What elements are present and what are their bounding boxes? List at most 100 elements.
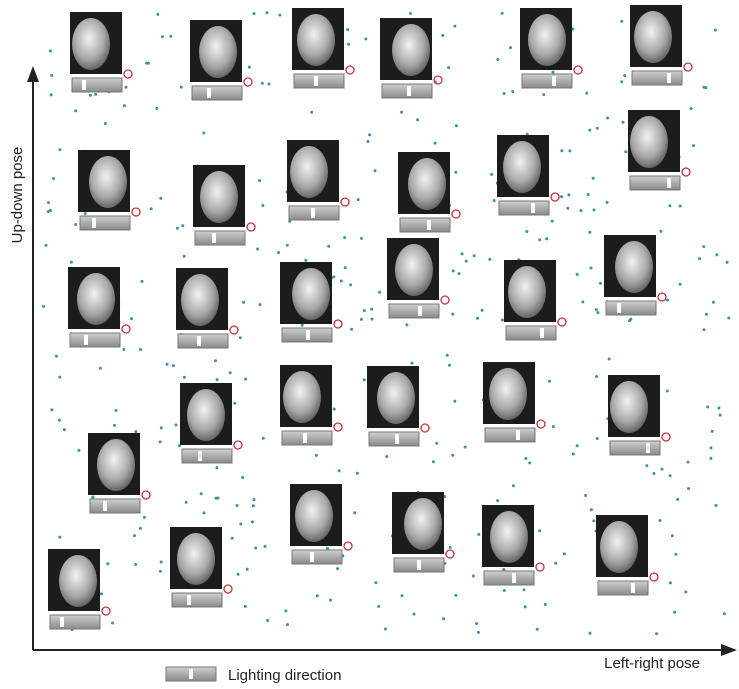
scatter-dot	[89, 94, 92, 97]
lighting-slider-knob	[417, 560, 421, 570]
scatter-dot	[368, 133, 371, 136]
scatter-dot	[432, 460, 435, 463]
scatter-dot	[336, 567, 339, 570]
face-thumbnail	[190, 20, 252, 100]
scatter-dot	[185, 501, 188, 504]
scatter-dot	[183, 376, 186, 379]
lighting-slider	[400, 218, 450, 232]
page: Up-down pose Left-right pose Lighting di…	[0, 0, 739, 689]
face-thumbnail	[483, 362, 545, 442]
scatter-dot	[159, 440, 162, 443]
scatter-dot	[585, 92, 588, 95]
scatter-dot	[49, 49, 52, 52]
scatter-dot	[714, 29, 717, 32]
face-images	[48, 5, 692, 629]
lighting-indicator	[132, 208, 140, 216]
lighting-slider-knob	[667, 73, 671, 83]
scatter-dot	[258, 179, 261, 182]
scatter-dot	[623, 74, 626, 77]
scatter-dot	[111, 622, 114, 625]
face	[77, 273, 115, 325]
scatter-dot	[552, 71, 555, 74]
scatter-dot	[473, 254, 476, 257]
scatter-dot	[593, 208, 596, 211]
lighting-slider-knob	[407, 86, 411, 96]
scatter-dot	[525, 230, 528, 233]
scatter-dot	[134, 430, 137, 433]
scatter-dot	[340, 280, 343, 283]
scatter-dot	[113, 424, 116, 427]
lighting-slider-knob	[187, 595, 191, 605]
lighting-slider	[630, 176, 680, 190]
scatter-dot	[511, 90, 514, 93]
face	[408, 158, 446, 210]
face	[59, 555, 97, 607]
scatter-dot	[512, 484, 515, 487]
scatter-dot	[284, 609, 287, 612]
scatter-dot	[252, 504, 255, 507]
lighting-slider-knob	[212, 233, 216, 243]
lighting-slider	[369, 432, 419, 446]
lighting-indicator	[682, 168, 690, 176]
face-thumbnail	[280, 365, 342, 445]
scatter-dot	[70, 261, 73, 264]
scatter-dot	[606, 117, 609, 120]
scatter-dot	[446, 354, 449, 357]
scatter-dot	[216, 497, 219, 500]
scatter-dot	[705, 313, 708, 316]
scatter-dot	[528, 462, 531, 465]
scatter-dot	[315, 454, 318, 457]
scatter-dot	[49, 209, 52, 212]
scatter-dot	[161, 35, 164, 38]
scatter-dot	[94, 93, 97, 96]
lighting-slider-knob	[103, 501, 107, 511]
face	[395, 244, 433, 296]
scatter-dot	[122, 348, 125, 351]
scatter-dot	[214, 359, 217, 362]
scatter-dot	[548, 380, 551, 383]
face	[72, 18, 110, 70]
scatter-dot	[568, 149, 571, 152]
scatter-dot	[166, 363, 169, 366]
scatter-dot	[661, 468, 664, 471]
scatter-dot	[703, 86, 706, 89]
face-thumbnail	[630, 5, 692, 85]
scatter-dot	[659, 519, 662, 522]
scatter-dot	[363, 378, 366, 381]
lighting-indicator	[334, 320, 342, 328]
face-thumbnail	[176, 268, 238, 348]
face	[181, 274, 219, 326]
lighting-slider-knob	[82, 80, 86, 90]
face-thumbnail	[387, 238, 449, 318]
lighting-slider	[50, 615, 100, 629]
scatter-dot	[523, 588, 526, 591]
scatter-dot	[99, 367, 102, 370]
scatter-dot	[560, 149, 563, 152]
scatter-dot	[233, 402, 236, 405]
lighting-slider	[522, 74, 572, 88]
scatter-dot	[115, 409, 118, 412]
face-thumbnail	[193, 165, 255, 245]
scatter-dot	[360, 237, 363, 240]
scatter-dot	[262, 437, 265, 440]
lighting-slider-knob	[418, 306, 422, 316]
scatter-dot	[524, 457, 527, 460]
scatter-dot	[350, 328, 353, 331]
scatter-dot	[668, 204, 671, 207]
scatter-dot	[490, 173, 493, 176]
scatter-dot	[357, 198, 360, 201]
lighting-indicator	[230, 326, 238, 334]
scatter-dot	[45, 244, 48, 247]
lighting-indicator	[452, 210, 460, 218]
face	[89, 156, 127, 208]
scatter-dot	[566, 207, 569, 210]
lighting-indicator	[551, 193, 559, 201]
face	[600, 521, 638, 573]
lighting-slider	[182, 449, 232, 463]
face-thumbnail	[280, 262, 342, 342]
lighting-indicator	[102, 607, 110, 615]
scatter-dot	[717, 407, 720, 410]
scatter-dot	[538, 238, 541, 241]
scatter-dot	[356, 472, 359, 475]
lighting-slider-knob	[516, 430, 520, 440]
